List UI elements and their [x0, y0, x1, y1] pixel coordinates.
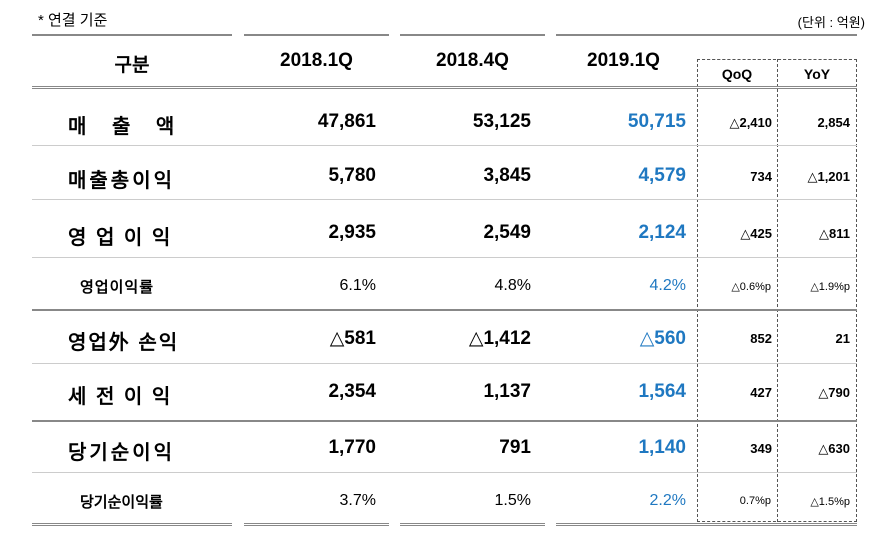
row-label-non-operating: 영업外 손익	[68, 332, 180, 354]
row-value-2018-4q: 2,549	[483, 222, 531, 243]
header-2018-1q: 2018.1Q	[280, 50, 353, 71]
section-rule	[32, 420, 857, 422]
row-value-qoq: △2,410	[729, 115, 772, 130]
header-2018-4q: 2018.4Q	[436, 50, 509, 71]
row-value-2018-1q: 47,861	[317, 111, 376, 132]
row-value-qoq: 852	[750, 331, 772, 346]
row-label-operating-margin: 영업이익률	[80, 279, 155, 296]
row-value-2019-1q: 2,124	[638, 222, 686, 243]
row-value-2019-1q: 1,140	[638, 437, 686, 458]
row-value-yoy: △630	[818, 441, 850, 456]
bottom-rule-2	[244, 523, 389, 526]
header-bottom-rule	[32, 86, 857, 89]
row-value-yoy: △1,201	[807, 169, 850, 184]
header-top-rule-3	[400, 34, 545, 36]
basis-note: * 연결 기준	[38, 12, 108, 29]
row-value-yoy: △790	[818, 385, 850, 400]
header-top-rule-1	[32, 34, 232, 36]
row-label-net-margin: 당기순이익률	[80, 494, 163, 511]
row-value-yoy: △1.9%p	[810, 281, 850, 293]
row-value-2018-4q: 1.5%	[494, 492, 531, 509]
row-value-qoq: △0.6%p	[731, 281, 771, 293]
row-value-2018-4q: 1,137	[483, 381, 531, 402]
row-value-2018-1q: 6.1%	[339, 277, 376, 294]
bottom-rule-3	[400, 523, 545, 526]
row-value-2018-4q: 3,845	[483, 165, 531, 186]
row-label-gross-profit: 매출총이익	[68, 170, 175, 192]
row-value-2019-1q: 50,715	[627, 111, 686, 132]
row-value-2018-1q: 3.7%	[339, 492, 376, 509]
row-value-2019-1q: 2.2%	[649, 492, 686, 509]
row-value-2018-1q: 2,354	[328, 381, 376, 402]
row-value-2018-4q: 53,125	[472, 111, 531, 132]
row-value-yoy: △1.5%p	[810, 496, 850, 508]
row-value-2018-1q: 2,935	[328, 222, 376, 243]
row-value-2018-1q: 5,780	[328, 165, 376, 186]
row-label-pretax-income: 세 전 이 익	[68, 386, 173, 408]
row-value-2018-1q: △581	[329, 328, 376, 349]
row-value-qoq: △425	[740, 226, 772, 241]
row-value-yoy: △811	[819, 226, 850, 241]
comparison-header-rule	[697, 59, 857, 60]
row-value-2018-4q: 4.8%	[494, 277, 531, 294]
unit-note: (단위 : 억원)	[797, 15, 865, 30]
bottom-rule-4	[556, 523, 857, 526]
row-value-qoq: 734	[750, 169, 772, 184]
row-value-2019-1q: 4.2%	[649, 277, 686, 294]
header-qoq: QoQ	[721, 66, 753, 82]
row-value-2019-1q: △560	[639, 328, 686, 349]
section-rule	[32, 309, 857, 311]
row-value-qoq: 427	[750, 385, 772, 400]
header-category: 구분	[114, 55, 150, 76]
row-label-operating-income: 영 업 이 익	[68, 227, 173, 249]
bottom-rule-1	[32, 523, 232, 526]
row-rule	[32, 257, 857, 258]
comparison-divider	[777, 59, 778, 522]
row-label-net-income: 당기순이익	[68, 442, 175, 464]
row-value-2018-4q: △1,412	[468, 328, 531, 349]
row-value-qoq: 0.7%p	[739, 495, 771, 507]
header-top-rule-2	[244, 34, 389, 36]
row-rule	[32, 363, 857, 364]
row-rule	[32, 199, 857, 200]
header-top-rule-4	[556, 34, 857, 36]
header-2019-1q: 2019.1Q	[587, 50, 660, 71]
row-value-qoq: 349	[750, 441, 772, 456]
row-value-2018-1q: 1,770	[328, 437, 376, 458]
row-value-yoy: 2,854	[817, 115, 850, 130]
row-value-2019-1q: 1,564	[638, 381, 686, 402]
row-value-2018-4q: 791	[499, 437, 531, 458]
header-yoy: YoY	[803, 66, 831, 82]
row-value-2019-1q: 4,579	[638, 165, 686, 186]
row-rule	[32, 145, 857, 146]
row-label-sales: 매 출 액	[68, 116, 185, 138]
row-rule	[32, 472, 857, 473]
row-value-yoy: 21	[835, 331, 850, 346]
